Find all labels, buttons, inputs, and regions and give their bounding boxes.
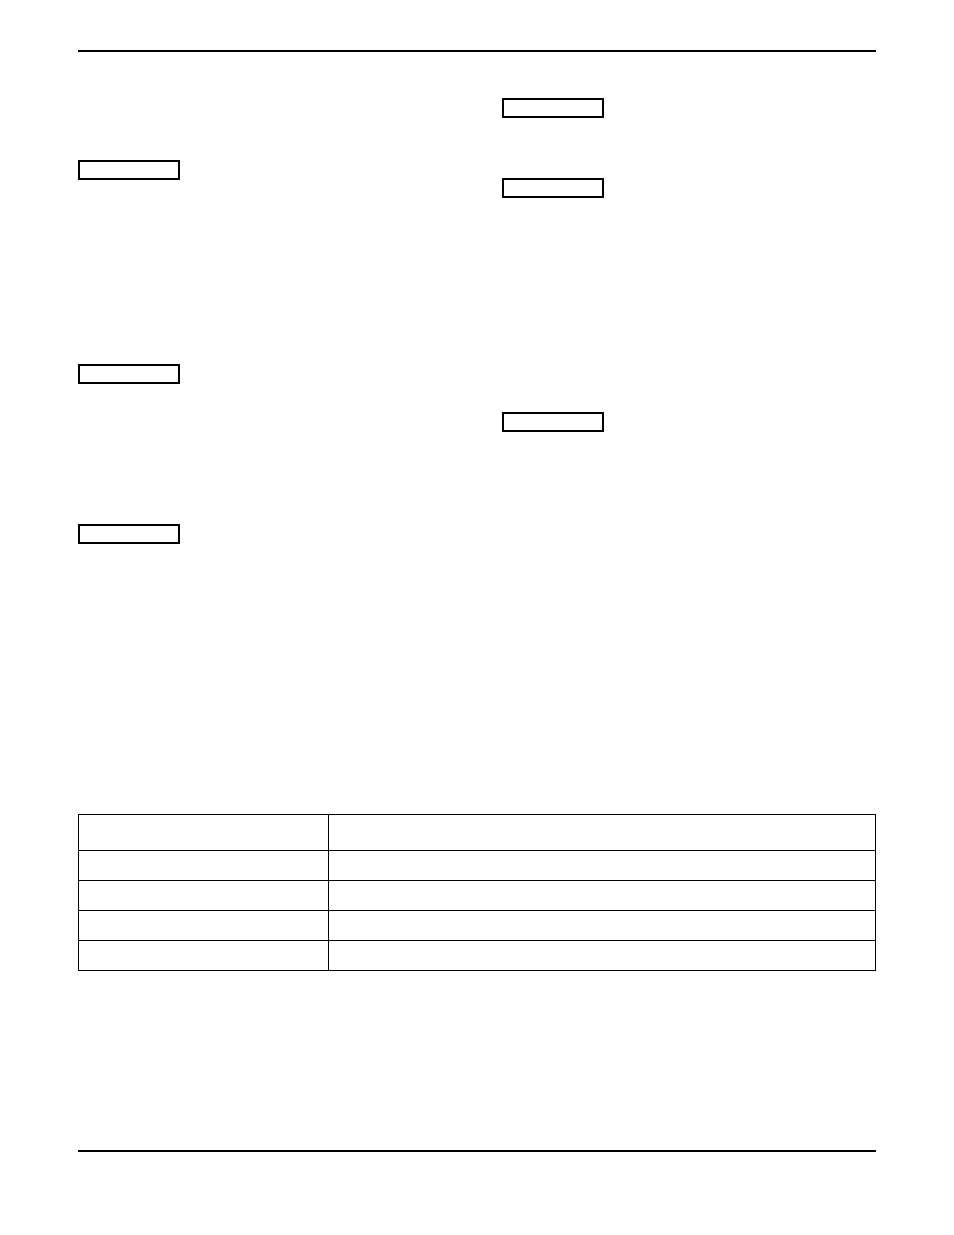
table-cell xyxy=(79,881,329,911)
table-header-cell xyxy=(79,815,329,851)
table-cell xyxy=(329,911,876,941)
bottom-horizontal-rule xyxy=(78,1150,876,1152)
input-box-left-3[interactable] xyxy=(78,524,180,544)
table-header-row xyxy=(79,815,876,851)
table-row xyxy=(79,881,876,911)
page-content xyxy=(78,50,876,1160)
input-box-left-1[interactable] xyxy=(78,160,180,180)
data-table xyxy=(78,814,876,971)
top-horizontal-rule xyxy=(78,50,876,52)
input-box-left-2[interactable] xyxy=(78,364,180,384)
table-row xyxy=(79,911,876,941)
table-row xyxy=(79,941,876,971)
input-box-right-2[interactable] xyxy=(502,178,604,198)
table-cell xyxy=(79,911,329,941)
input-box-right-1[interactable] xyxy=(502,98,604,118)
table-cell xyxy=(329,941,876,971)
table-cell xyxy=(329,881,876,911)
input-box-right-3[interactable] xyxy=(502,412,604,432)
table-cell xyxy=(79,851,329,881)
table-row xyxy=(79,851,876,881)
table-cell xyxy=(79,941,329,971)
table-header-cell xyxy=(329,815,876,851)
table-cell xyxy=(329,851,876,881)
